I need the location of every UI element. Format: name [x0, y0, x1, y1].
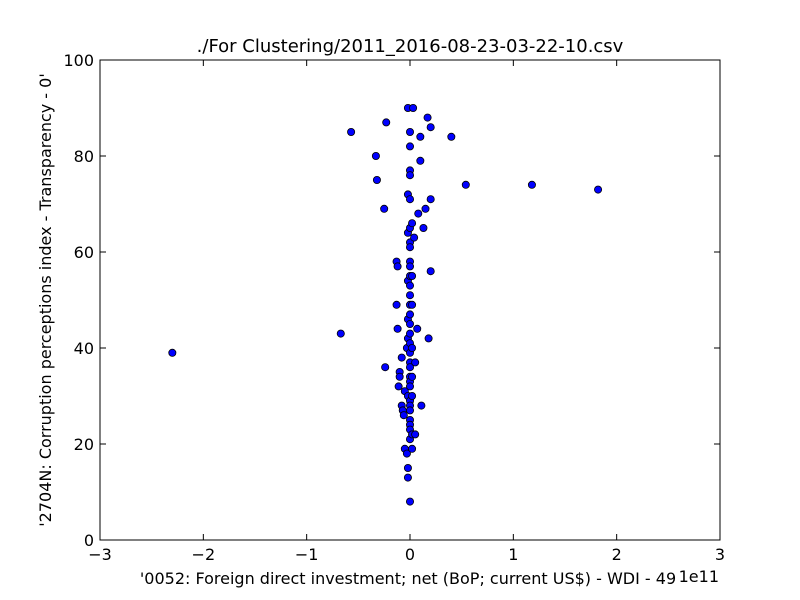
- y-tick-label: 0: [84, 531, 94, 550]
- data-point: [408, 219, 417, 228]
- data-point: [408, 271, 417, 280]
- data-point: [347, 127, 356, 136]
- data-point: [403, 473, 412, 482]
- y-tick-label: 40: [74, 339, 94, 358]
- data-point: [408, 343, 417, 352]
- y-tick-label: 60: [74, 243, 94, 262]
- y-axis-label: '2704N: Corruption perceptions index - T…: [36, 73, 55, 526]
- data-point: [382, 118, 391, 127]
- data-point: [405, 281, 414, 290]
- data-point: [426, 123, 435, 132]
- x-axis-offset-label: 1e11: [679, 567, 719, 586]
- data-point: [405, 382, 414, 391]
- plot-area: [99, 59, 721, 541]
- x-tick-label: −1: [295, 545, 319, 564]
- x-axis: −3 −2 −1 0 1 2 3: [88, 60, 725, 564]
- x-tick-label: 2: [612, 545, 622, 564]
- data-point: [336, 329, 345, 338]
- data-point: [405, 171, 414, 180]
- data-point: [410, 233, 419, 242]
- x-tick-label: −2: [192, 545, 216, 564]
- data-point: [392, 300, 401, 309]
- chart-title: ./For Clustering/2011_2016-08-23-03-22-1…: [197, 36, 624, 57]
- x-axis-label: '0052: Foreign direct investment; net (B…: [140, 569, 676, 588]
- data-point: [371, 151, 380, 160]
- data-point: [402, 449, 411, 458]
- data-point: [426, 267, 435, 276]
- data-point: [394, 382, 403, 391]
- data-point: [405, 310, 414, 319]
- data-point: [416, 156, 425, 165]
- data-point: [405, 319, 414, 328]
- y-tick-label: 100: [63, 51, 94, 70]
- data-point: [405, 243, 414, 252]
- data-point: [405, 127, 414, 136]
- x-tick-label: −3: [88, 545, 112, 564]
- data-point: [381, 363, 390, 372]
- data-point: [417, 401, 426, 410]
- data-point: [168, 348, 177, 357]
- data-point: [399, 411, 408, 420]
- data-point: [408, 372, 417, 381]
- data-point: [393, 324, 402, 333]
- data-point: [424, 334, 433, 343]
- data-point: [413, 324, 422, 333]
- data-point: [409, 104, 418, 113]
- data-point: [408, 391, 417, 400]
- data-point: [461, 180, 470, 189]
- data-point: [423, 113, 432, 122]
- x-tick-label: 3: [715, 545, 725, 564]
- data-point: [594, 185, 603, 194]
- data-point: [411, 358, 420, 367]
- y-tick-label: 20: [74, 435, 94, 454]
- data-point: [403, 463, 412, 472]
- data-point: [414, 209, 423, 218]
- data-point: [421, 204, 430, 213]
- data-point: [405, 329, 414, 338]
- data-point: [447, 132, 456, 141]
- x-tick-label: 1: [508, 545, 518, 564]
- data-point: [397, 353, 406, 362]
- data-point: [380, 204, 389, 213]
- data-point: [372, 175, 381, 184]
- data-point: [405, 195, 414, 204]
- data-point: [405, 262, 414, 271]
- data-point: [408, 300, 417, 309]
- data-point: [416, 132, 425, 141]
- data-point: [527, 180, 536, 189]
- y-axis: 0 20 40 60 80 100: [63, 51, 720, 550]
- data-point: [419, 223, 428, 232]
- data-point: [405, 363, 414, 372]
- data-point: [411, 430, 420, 439]
- data-point: [393, 262, 402, 271]
- y-tick-label: 80: [74, 147, 94, 166]
- data-point: [395, 372, 404, 381]
- data-point: [408, 444, 417, 453]
- data-point: [405, 291, 414, 300]
- data-point: [405, 497, 414, 506]
- data-point: [426, 195, 435, 204]
- data-points: [168, 104, 603, 506]
- data-point: [405, 406, 414, 415]
- data-point: [405, 142, 414, 151]
- x-tick-label: 0: [405, 545, 415, 564]
